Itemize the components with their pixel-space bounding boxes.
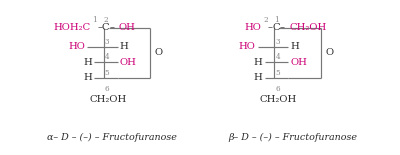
Text: 5: 5: [105, 69, 109, 77]
Text: C: C: [102, 23, 110, 32]
Text: H: H: [254, 58, 262, 67]
Text: 1: 1: [274, 16, 279, 24]
Text: CH₂OH: CH₂OH: [289, 23, 327, 32]
Text: H: H: [83, 58, 92, 67]
Text: –: –: [268, 23, 273, 32]
Text: HOH₂C: HOH₂C: [54, 23, 91, 32]
Text: C: C: [273, 23, 280, 32]
Text: 6: 6: [105, 85, 109, 93]
Text: O: O: [154, 49, 162, 58]
Text: 6: 6: [276, 85, 280, 93]
Text: H: H: [254, 73, 262, 82]
Text: –: –: [280, 23, 285, 32]
Text: HO: HO: [239, 42, 256, 51]
Text: OH: OH: [120, 58, 136, 67]
Text: β– D – (–) – Fructofuranose: β– D – (–) – Fructofuranose: [228, 133, 357, 142]
Text: O: O: [325, 49, 333, 58]
Text: 1: 1: [92, 16, 97, 24]
Text: H: H: [290, 42, 299, 51]
Text: H: H: [83, 73, 92, 82]
Text: HO: HO: [68, 42, 85, 51]
Text: 3: 3: [105, 38, 109, 46]
Text: 3: 3: [276, 38, 280, 46]
Text: CH₂OH: CH₂OH: [89, 95, 126, 104]
Text: OH: OH: [118, 23, 136, 32]
Text: 4: 4: [276, 53, 280, 61]
Text: 5: 5: [276, 69, 280, 77]
Text: 2: 2: [103, 16, 108, 24]
Text: –: –: [97, 23, 102, 32]
Text: CH₂OH: CH₂OH: [260, 95, 297, 104]
Text: OH: OH: [290, 58, 307, 67]
Text: HO: HO: [245, 23, 262, 32]
Text: –: –: [109, 23, 114, 32]
Text: 2: 2: [263, 16, 268, 24]
Text: 4: 4: [105, 53, 109, 61]
Text: α– D – (–) – Fructofuranose: α– D – (–) – Fructofuranose: [47, 133, 176, 142]
Text: H: H: [120, 42, 128, 51]
